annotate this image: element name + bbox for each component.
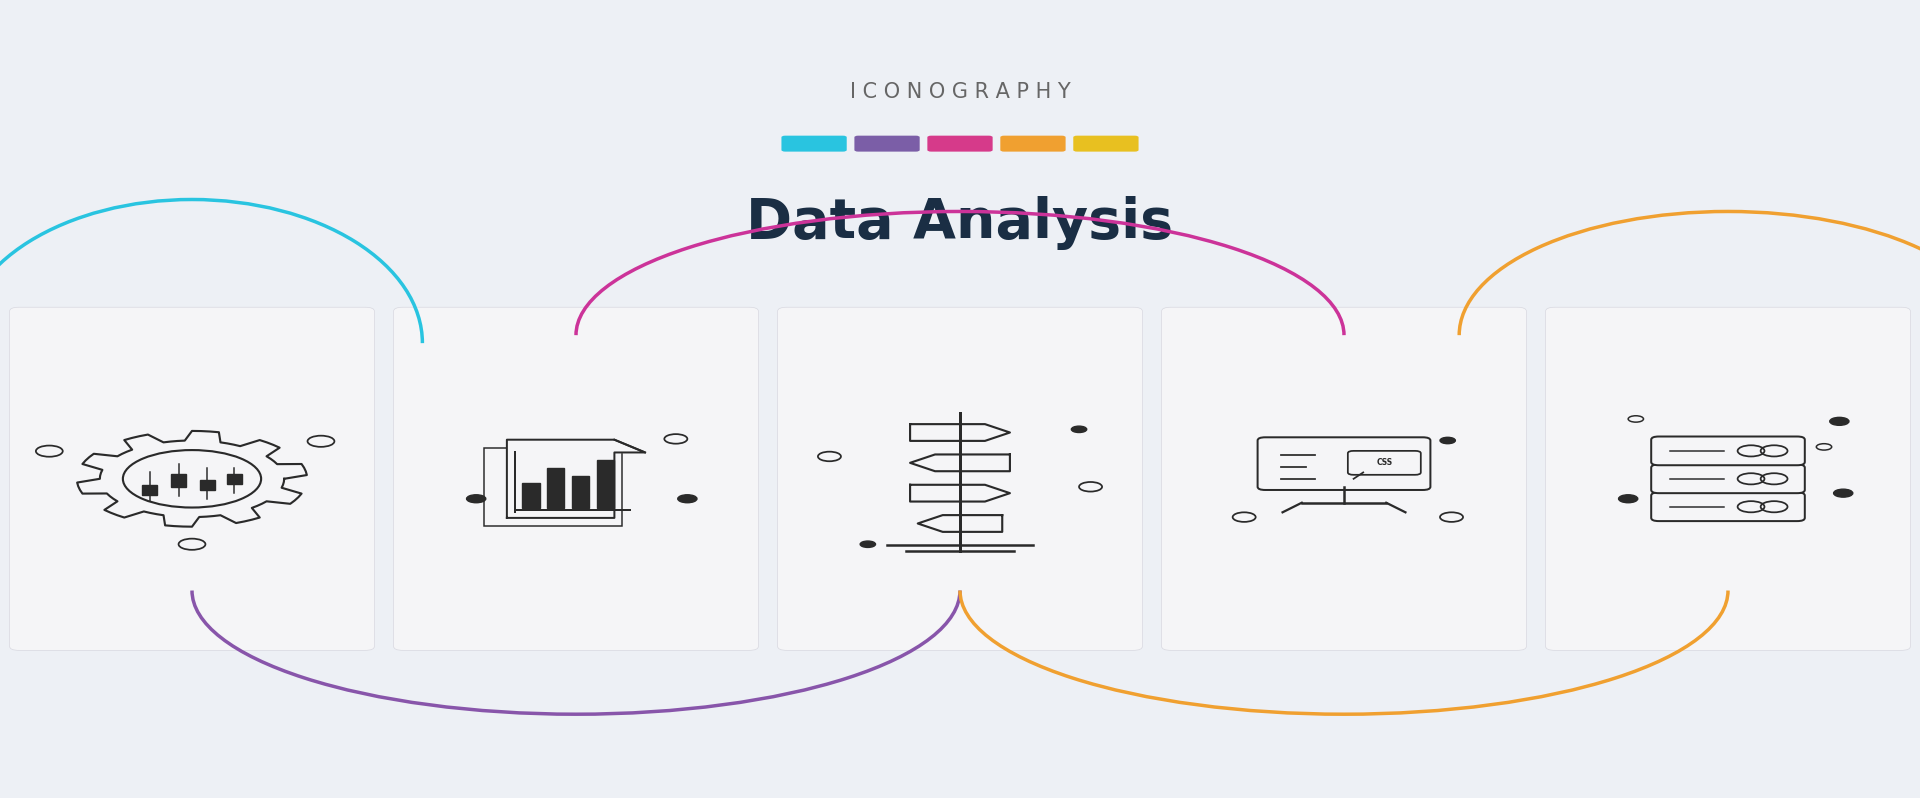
FancyBboxPatch shape <box>1073 136 1139 152</box>
Circle shape <box>860 541 876 547</box>
Circle shape <box>1834 489 1853 497</box>
FancyBboxPatch shape <box>854 136 920 152</box>
FancyBboxPatch shape <box>1546 307 1910 650</box>
Circle shape <box>1830 417 1849 425</box>
Circle shape <box>678 495 697 503</box>
FancyBboxPatch shape <box>1651 437 1805 465</box>
Bar <box>597 460 614 508</box>
Circle shape <box>467 495 486 503</box>
Circle shape <box>1619 495 1638 503</box>
Text: I C O N O G R A P H Y: I C O N O G R A P H Y <box>851 81 1069 102</box>
FancyBboxPatch shape <box>1162 307 1526 650</box>
Bar <box>522 483 540 508</box>
Circle shape <box>1071 426 1087 433</box>
Text: CSS: CSS <box>1377 458 1392 468</box>
Bar <box>572 476 589 508</box>
FancyBboxPatch shape <box>484 448 622 526</box>
FancyBboxPatch shape <box>1651 464 1805 493</box>
Circle shape <box>1440 437 1455 444</box>
FancyBboxPatch shape <box>1258 437 1430 490</box>
Polygon shape <box>507 440 645 518</box>
Polygon shape <box>910 425 1010 440</box>
FancyBboxPatch shape <box>394 307 758 650</box>
Polygon shape <box>910 454 1010 471</box>
Bar <box>171 474 186 487</box>
FancyBboxPatch shape <box>1348 451 1421 475</box>
Text: Data Analysis: Data Analysis <box>747 196 1173 251</box>
Bar <box>200 480 215 490</box>
FancyBboxPatch shape <box>1651 492 1805 521</box>
FancyBboxPatch shape <box>778 307 1142 650</box>
FancyBboxPatch shape <box>1000 136 1066 152</box>
Bar <box>227 474 242 484</box>
Polygon shape <box>918 516 1002 531</box>
FancyBboxPatch shape <box>781 136 847 152</box>
Polygon shape <box>910 484 1010 502</box>
FancyBboxPatch shape <box>10 307 374 650</box>
FancyBboxPatch shape <box>927 136 993 152</box>
Bar <box>547 468 564 508</box>
Bar <box>142 485 157 495</box>
